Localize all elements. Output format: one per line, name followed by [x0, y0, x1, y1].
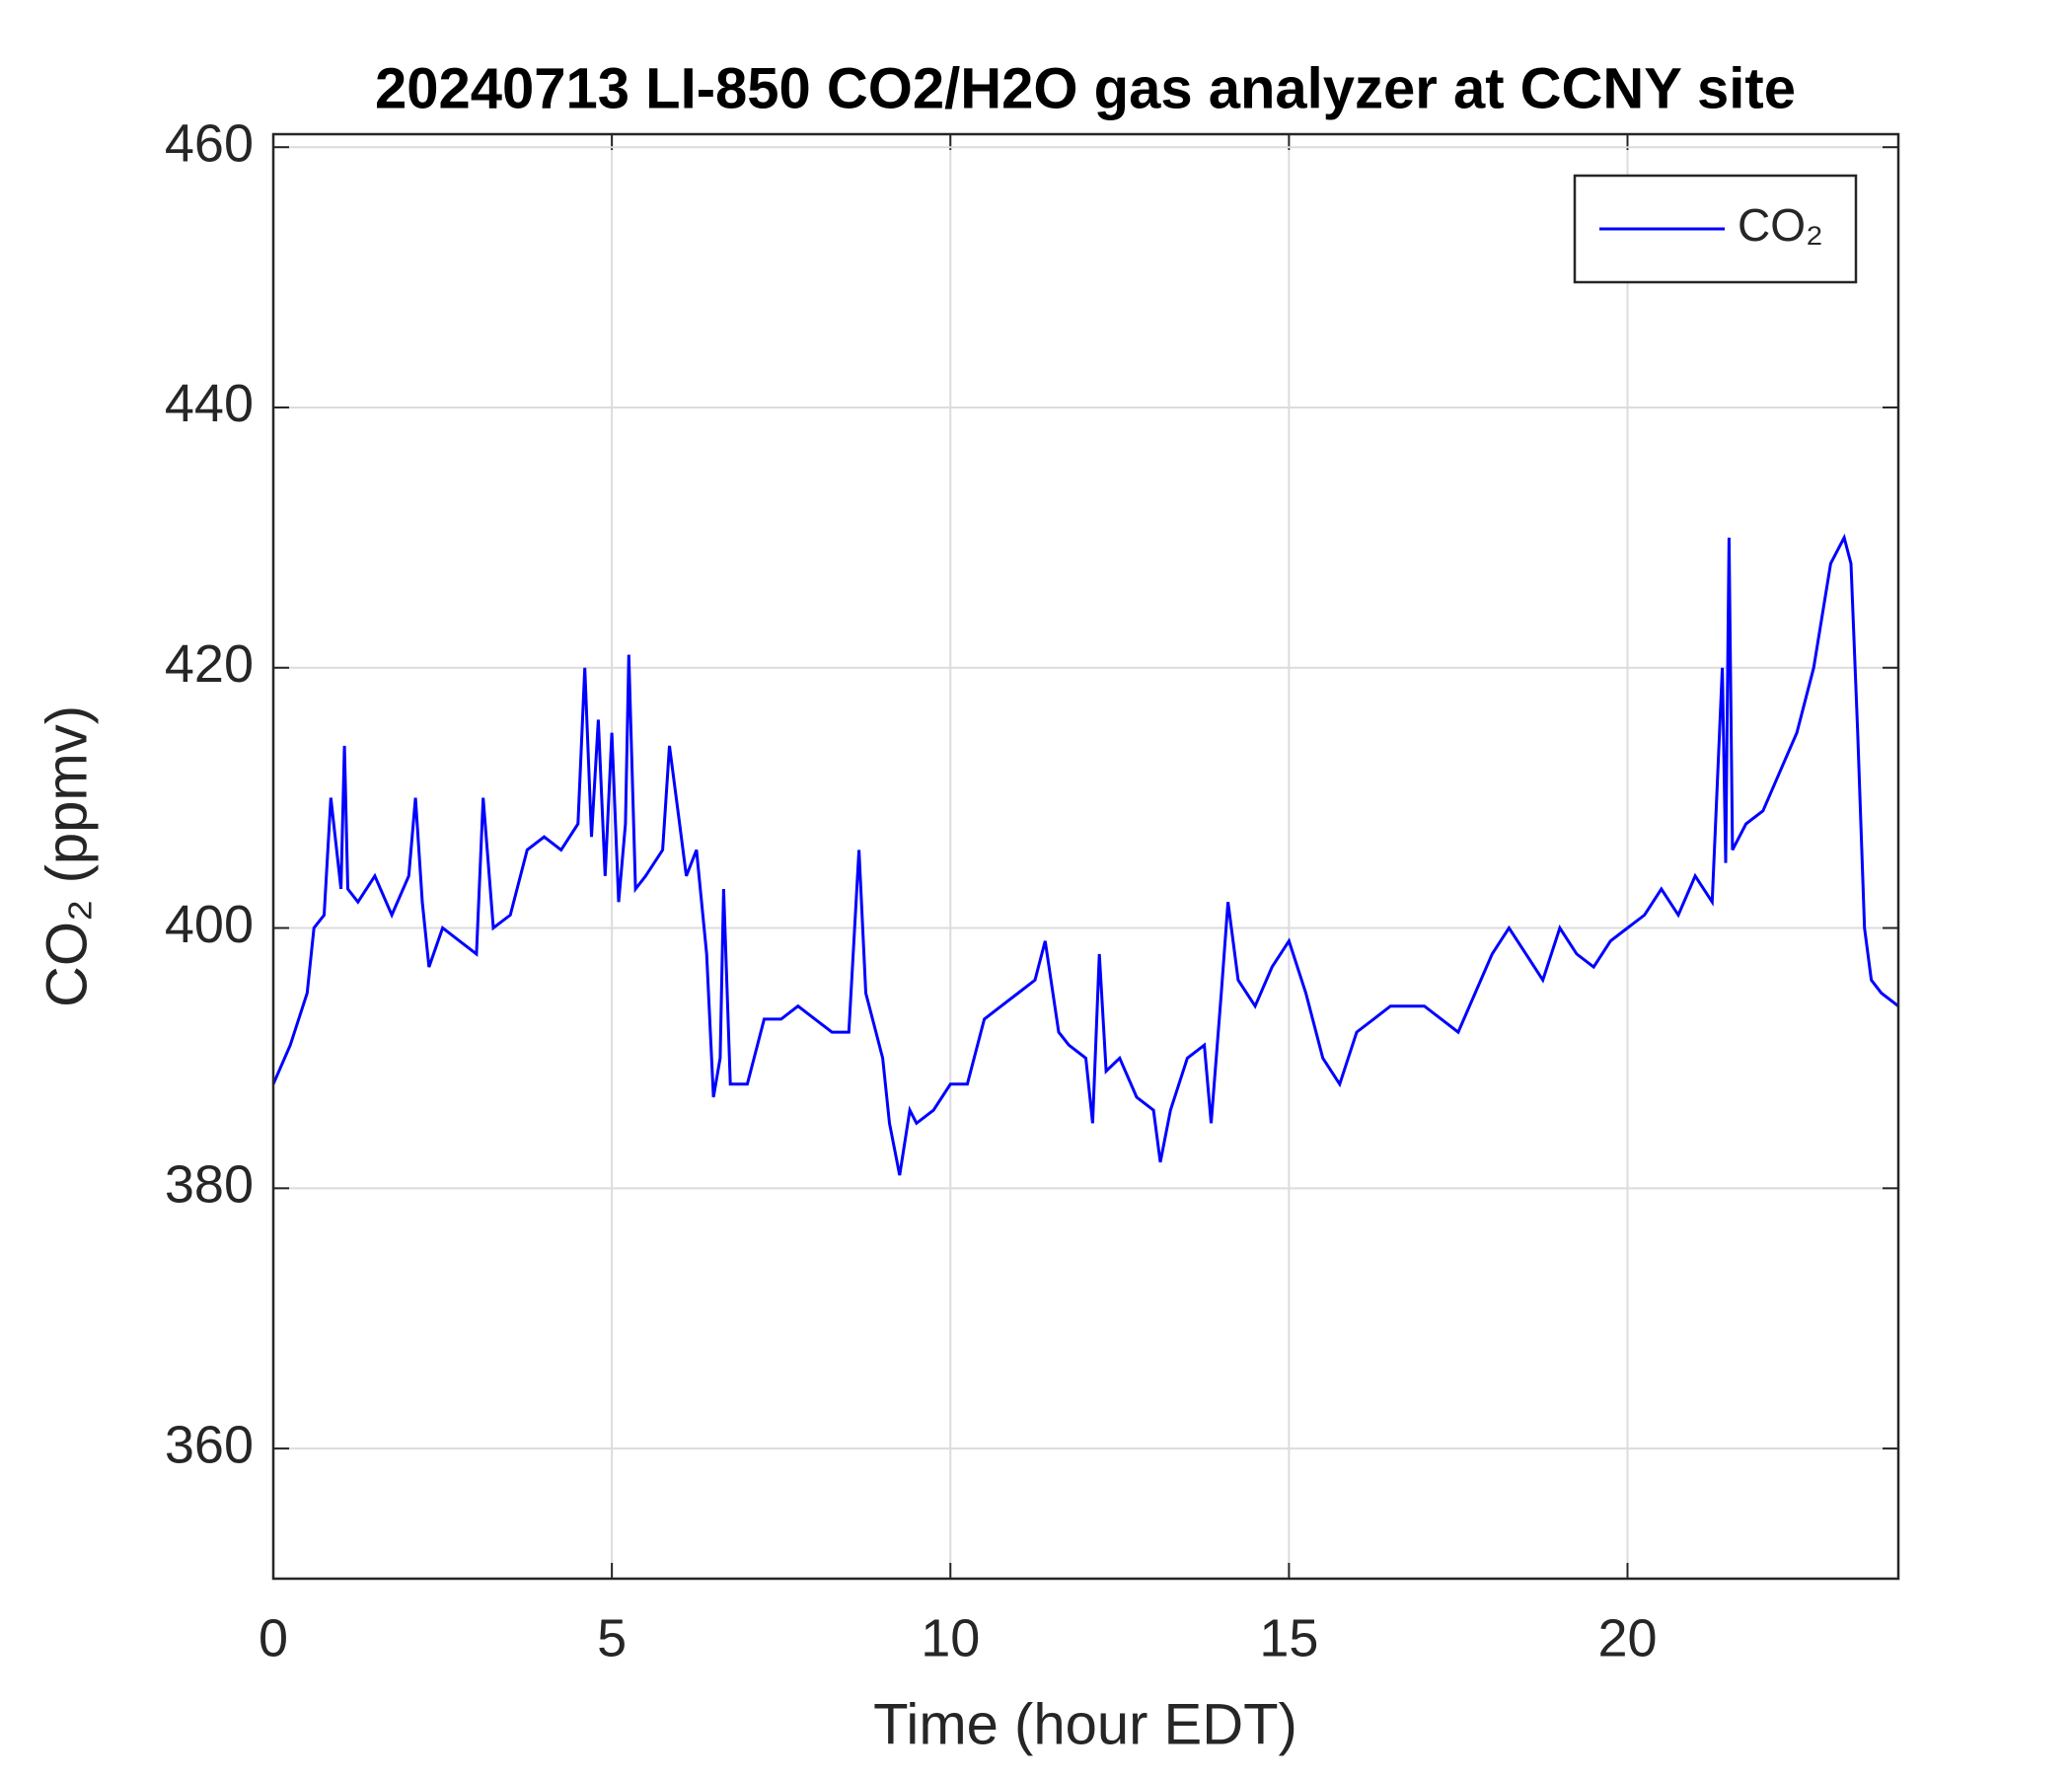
x-tick-label: 5: [597, 1608, 627, 1667]
y-axis-label: CO₂ (ppmv): [35, 705, 99, 1007]
y-tick-label: 400: [165, 895, 254, 954]
axes-box: [271, 132, 1900, 1581]
plot-area: [273, 134, 1898, 1579]
x-tick-label: 0: [259, 1608, 288, 1667]
y-tick-label: 440: [165, 374, 254, 433]
legend-label: CO₂: [1738, 199, 1823, 251]
y-tick-label: 360: [165, 1415, 254, 1474]
y-tick-label: 380: [165, 1155, 254, 1215]
x-tick-label: 20: [1597, 1608, 1657, 1667]
chart-title: 20240713 LI-850 CO2/H2O gas analyzer at …: [375, 56, 1796, 120]
y-tick-label: 460: [165, 113, 254, 173]
y-tick-label: 420: [165, 634, 254, 694]
x-tick-label: 15: [1259, 1608, 1318, 1667]
x-axis-label: Time (hour EDT): [873, 1692, 1297, 1756]
x-tick-label: 10: [921, 1608, 980, 1667]
data-line: [271, 533, 1899, 1176]
